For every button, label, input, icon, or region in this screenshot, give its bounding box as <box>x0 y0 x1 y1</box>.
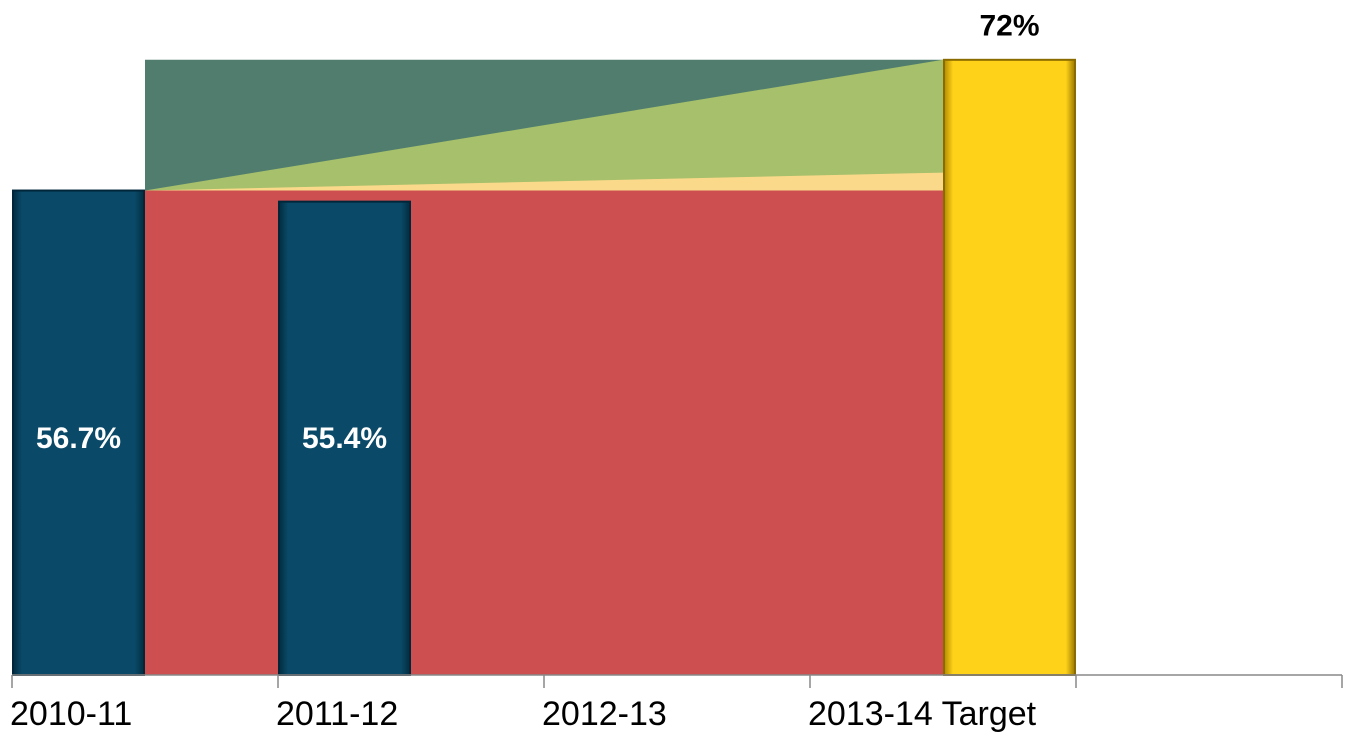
x-tick-label: 2013-14 Target <box>808 695 1037 733</box>
data-label: 56.7% <box>36 422 121 455</box>
data-label: 72% <box>979 10 1039 43</box>
area <box>145 190 943 676</box>
x-tick-label: 2010-11 <box>10 695 132 733</box>
x-tick-label: 2011-12 <box>276 695 398 733</box>
x-tick-label: 2012-13 <box>542 695 667 733</box>
bar <box>943 58 1076 677</box>
bar <box>12 189 145 677</box>
data-label: 55.4% <box>302 422 387 455</box>
